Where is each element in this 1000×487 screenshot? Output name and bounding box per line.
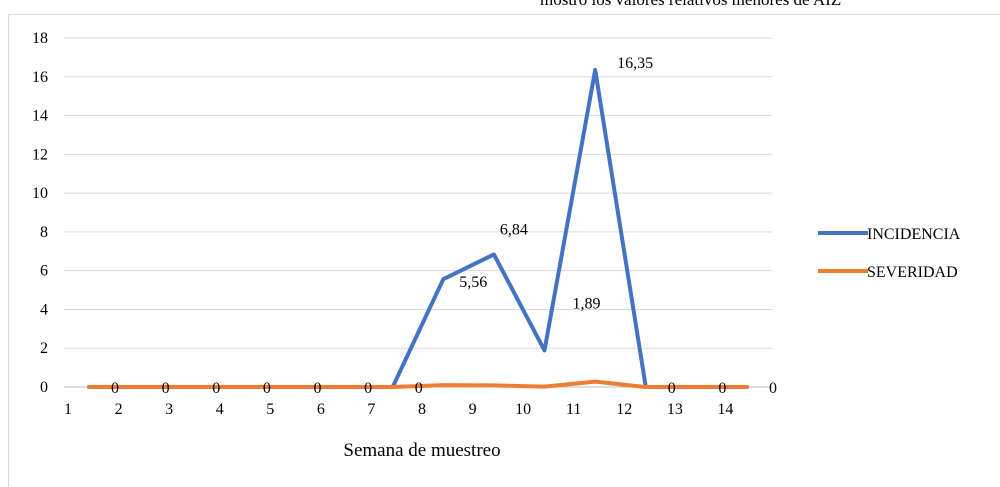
x-tick-label: 12 bbox=[616, 401, 632, 418]
series-line-incidencia bbox=[87, 68, 749, 389]
x-axis-title: Semana de muestreo bbox=[343, 440, 500, 461]
data-label: 0 bbox=[212, 380, 220, 397]
y-tick-label: 14 bbox=[32, 108, 48, 125]
x-tick-label: 11 bbox=[566, 401, 581, 418]
x-tick-label: 4 bbox=[216, 401, 224, 418]
legend: INCIDENCIA SEVERIDAD bbox=[818, 226, 961, 281]
y-tick-label: 2 bbox=[40, 340, 48, 357]
series-line-severidad bbox=[87, 379, 749, 389]
x-tick-label: 10 bbox=[515, 401, 531, 418]
x-tick-label: 2 bbox=[115, 401, 123, 418]
data-label: 0 bbox=[364, 380, 372, 397]
legend-label-severidad: SEVERIDAD bbox=[867, 264, 958, 281]
data-label: 16,35 bbox=[617, 55, 653, 72]
x-tick-label: 8 bbox=[418, 401, 426, 418]
y-tick-label: 16 bbox=[32, 69, 48, 86]
y-tick-label: 6 bbox=[40, 263, 48, 280]
x-tick-label: 5 bbox=[266, 401, 274, 418]
y-tick-label: 10 bbox=[32, 185, 48, 202]
x-tick-label: 3 bbox=[165, 401, 173, 418]
series bbox=[87, 68, 749, 389]
legend-label-incidencia: INCIDENCIA bbox=[867, 226, 961, 243]
data-label: 0 bbox=[162, 380, 170, 397]
x-tick-label: 1 bbox=[64, 401, 72, 418]
y-tick-label: 18 bbox=[32, 30, 48, 47]
data-label: 1,89 bbox=[573, 295, 601, 312]
data-label: 6,84 bbox=[500, 221, 528, 238]
data-label: 0 bbox=[313, 380, 321, 397]
x-tick-label: 6 bbox=[317, 401, 325, 418]
x-tick-label: 13 bbox=[667, 401, 683, 418]
data-label: 0 bbox=[111, 380, 119, 397]
x-tick-label: 7 bbox=[367, 401, 375, 418]
x-tick-label: 14 bbox=[717, 401, 733, 418]
y-tick-label: 4 bbox=[40, 301, 48, 318]
x-tick-label: 9 bbox=[469, 401, 477, 418]
gridlines bbox=[64, 37, 772, 349]
chart-frame bbox=[8, 14, 1000, 487]
data-label: 0 bbox=[769, 380, 777, 397]
data-label: 0 bbox=[718, 380, 726, 397]
y-tick-label: 12 bbox=[32, 146, 48, 163]
y-tick-label: 8 bbox=[40, 224, 48, 241]
data-label: 5,56 bbox=[459, 274, 487, 291]
y-tick-label: 0 bbox=[40, 379, 48, 396]
data-labels: 0 0 0 0 0 0 0 5,56 6,84 1,89 16,35 0 0 0 bbox=[111, 55, 777, 397]
data-label: 0 bbox=[668, 380, 676, 397]
data-label: 0 bbox=[263, 380, 271, 397]
top-caption: mostró los valores relativos menores de … bbox=[540, 0, 1000, 11]
data-label: 0 bbox=[415, 380, 423, 397]
